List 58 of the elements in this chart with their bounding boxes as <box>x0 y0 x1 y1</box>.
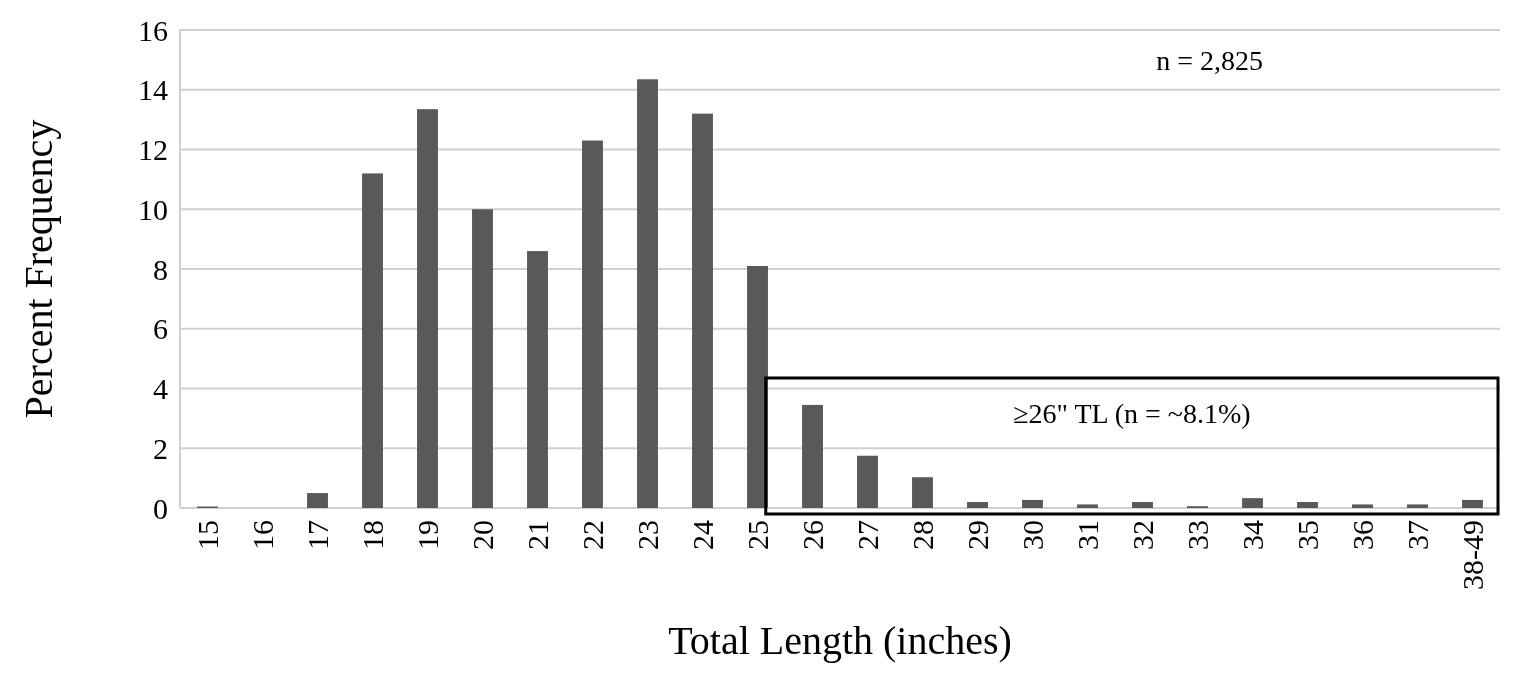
x-tick-label: 25 <box>741 520 774 550</box>
x-tick-label: 22 <box>576 520 609 550</box>
bar <box>1407 504 1428 508</box>
bar <box>1462 499 1483 508</box>
bar <box>1242 498 1263 508</box>
bar <box>527 251 548 508</box>
bar <box>747 266 768 508</box>
x-tick-label: 20 <box>466 520 499 550</box>
x-tick-label: 27 <box>851 520 884 550</box>
x-tick-label: 30 <box>1016 520 1049 550</box>
x-tick-label: 19 <box>411 520 444 550</box>
bar <box>472 209 493 508</box>
bar <box>1352 504 1373 508</box>
x-tick-label: 31 <box>1071 520 1104 550</box>
y-tick-label: 14 <box>138 73 168 107</box>
x-tick-label: 33 <box>1181 520 1214 550</box>
bar <box>582 140 603 508</box>
bar <box>692 113 713 508</box>
x-tick-label: 37 <box>1401 520 1434 550</box>
x-tick-label: 21 <box>521 520 554 550</box>
x-tick-label: 15 <box>191 520 224 550</box>
bar <box>912 477 933 508</box>
bar <box>857 455 878 508</box>
y-tick-label: 12 <box>138 133 168 166</box>
bar <box>802 404 823 508</box>
y-tick-label: 4 <box>153 372 168 405</box>
x-tick-label: 24 <box>686 520 719 550</box>
x-tick-label: 17 <box>301 520 334 550</box>
bar <box>1077 504 1098 508</box>
bar <box>967 502 988 508</box>
x-tick-label: 29 <box>961 520 994 550</box>
x-tick-label: 23 <box>631 520 664 550</box>
x-tick-label: 34 <box>1236 520 1269 550</box>
bar <box>1297 502 1318 508</box>
y-tick-label: 2 <box>153 431 168 465</box>
x-tick-label: 28 <box>906 520 939 550</box>
x-tick-label: 35 <box>1291 520 1324 550</box>
x-tick-label: 38-49 <box>1456 520 1489 590</box>
y-tick-label: 10 <box>138 192 168 226</box>
x-tick-label: 26 <box>796 520 829 550</box>
annotation: ≥26" TL (n = ~8.1%) <box>1013 398 1251 429</box>
x-tick-label: 16 <box>246 520 279 550</box>
x-tick-label: 18 <box>356 520 389 550</box>
bar <box>637 79 658 508</box>
bar <box>1022 499 1043 508</box>
x-tick-label: 32 <box>1126 520 1159 550</box>
y-tick-label: 6 <box>153 312 168 346</box>
annotation: n = 2,825 <box>1156 45 1263 76</box>
bar <box>417 109 438 508</box>
x-tick-label: 36 <box>1346 520 1379 550</box>
x-axis-title: Total Length (inches) <box>668 618 1012 663</box>
y-tick-label: 0 <box>153 491 168 525</box>
y-axis-title: Percent Frequency <box>16 119 61 419</box>
bar <box>307 493 328 508</box>
y-tick-label: 8 <box>153 252 168 286</box>
bar <box>1132 502 1153 508</box>
bar <box>362 173 383 508</box>
y-tick-label: 16 <box>138 13 168 47</box>
